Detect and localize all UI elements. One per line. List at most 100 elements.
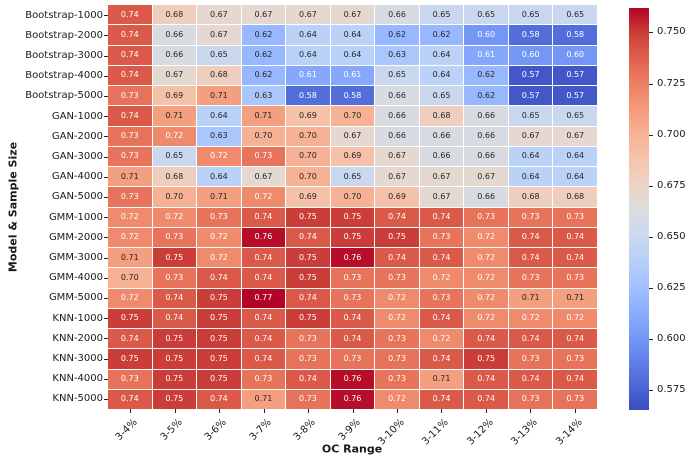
heatmap-cell: 0.65 bbox=[508, 5, 553, 25]
colorbar bbox=[629, 8, 649, 410]
heatmap-cell: 0.73 bbox=[108, 86, 152, 106]
heatmap-cell: 0.72 bbox=[108, 227, 152, 247]
heatmap-cell: 0.74 bbox=[419, 308, 464, 328]
heatmap-cell: 0.71 bbox=[108, 167, 152, 187]
heatmap-cell: 0.64 bbox=[553, 167, 597, 187]
row-label: GMM-5000 bbox=[48, 292, 103, 304]
heatmap-cell: 0.73 bbox=[508, 207, 553, 227]
heatmap-cell: 0.73 bbox=[286, 389, 330, 409]
heatmap-cell: 0.65 bbox=[197, 45, 241, 65]
heatmap-cell: 0.73 bbox=[330, 268, 375, 288]
heatmap-cell: 0.73 bbox=[464, 207, 508, 227]
heatmap-cell: 0.73 bbox=[375, 268, 419, 288]
heatmap-cell: 0.74 bbox=[508, 329, 553, 349]
heatmap-cell: 0.63 bbox=[375, 45, 419, 65]
heatmap-cell: 0.66 bbox=[152, 45, 197, 65]
heatmap-cell: 0.73 bbox=[553, 389, 597, 409]
heatmap-cell: 0.73 bbox=[152, 268, 197, 288]
heatmap-cell: 0.70 bbox=[286, 126, 330, 146]
heatmap-cell: 0.74 bbox=[241, 248, 286, 268]
row-label: KNN-4000 bbox=[52, 373, 103, 385]
row-label: GAN-3000 bbox=[51, 151, 103, 163]
y-tick-mark bbox=[104, 257, 108, 259]
heatmap-cell: 0.75 bbox=[330, 207, 375, 227]
heatmap-cell: 0.75 bbox=[152, 389, 197, 409]
heatmap-cell: 0.74 bbox=[197, 389, 241, 409]
heatmap-cell: 0.74 bbox=[508, 227, 553, 247]
heatmap-cell: 0.72 bbox=[108, 207, 152, 227]
heatmap-cell: 0.74 bbox=[108, 25, 152, 45]
heatmap-cell: 0.62 bbox=[241, 45, 286, 65]
colorbar-tick-mark bbox=[649, 287, 653, 289]
heatmap-cell: 0.75 bbox=[197, 288, 241, 308]
heatmap-cell: 0.69 bbox=[286, 187, 330, 207]
heatmap-cell: 0.70 bbox=[241, 126, 286, 146]
colorbar-tick-mark bbox=[649, 236, 653, 238]
y-tick-mark bbox=[104, 358, 108, 360]
y-tick-mark bbox=[104, 156, 108, 158]
heatmap-cell: 0.69 bbox=[286, 106, 330, 126]
y-tick-mark bbox=[104, 398, 108, 400]
heatmap-cell: 0.65 bbox=[419, 5, 464, 25]
heatmap-cell: 0.74 bbox=[108, 65, 152, 85]
heatmap-cell: 0.69 bbox=[330, 146, 375, 166]
heatmap-cell: 0.74 bbox=[241, 268, 286, 288]
heatmap-cell: 0.57 bbox=[508, 86, 553, 106]
heatmap-cell: 0.74 bbox=[464, 369, 508, 389]
heatmap-cell: 0.71 bbox=[419, 369, 464, 389]
heatmap-cell: 0.64 bbox=[419, 65, 464, 85]
heatmap-cell: 0.73 bbox=[286, 329, 330, 349]
heatmap-cell: 0.67 bbox=[508, 126, 553, 146]
heatmap-cell: 0.76 bbox=[241, 227, 286, 247]
heatmap-cell: 0.74 bbox=[108, 389, 152, 409]
heatmap-cell: 0.64 bbox=[286, 25, 330, 45]
x-tick-label: 3-4% bbox=[113, 417, 140, 444]
colorbar-tick-mark bbox=[649, 134, 653, 136]
heatmap-cell: 0.66 bbox=[419, 146, 464, 166]
heatmap-cell: 0.68 bbox=[152, 167, 197, 187]
heatmap-cell: 0.74 bbox=[152, 288, 197, 308]
y-tick-mark bbox=[104, 15, 108, 17]
row-label: KNN-2000 bbox=[52, 332, 103, 344]
heatmap-cell: 0.67 bbox=[197, 5, 241, 25]
heatmap-cell: 0.74 bbox=[375, 207, 419, 227]
heatmap-cell: 0.73 bbox=[286, 349, 330, 369]
heatmap-cell: 0.57 bbox=[508, 65, 553, 85]
heatmap-cell: 0.72 bbox=[464, 308, 508, 328]
heatmap-cell: 0.65 bbox=[375, 65, 419, 85]
heatmap-cell: 0.67 bbox=[241, 167, 286, 187]
heatmap-cell: 0.64 bbox=[197, 167, 241, 187]
row-label: Bootstrap-5000 bbox=[25, 90, 103, 102]
x-tick-mark bbox=[263, 409, 265, 413]
row-label: GMM-3000 bbox=[48, 252, 103, 264]
heatmap-cell: 0.76 bbox=[330, 369, 375, 389]
heatmap-cell: 0.71 bbox=[197, 187, 241, 207]
heatmap-cell: 0.74 bbox=[241, 308, 286, 328]
heatmap-cell: 0.64 bbox=[286, 45, 330, 65]
heatmap-cell: 0.74 bbox=[464, 329, 508, 349]
heatmap-cell: 0.70 bbox=[286, 146, 330, 166]
heatmap-cell: 0.74 bbox=[419, 248, 464, 268]
heatmap-cell: 0.66 bbox=[152, 25, 197, 45]
heatmap-cell: 0.67 bbox=[330, 5, 375, 25]
heatmap-cell: 0.75 bbox=[108, 308, 152, 328]
heatmap-cell: 0.72 bbox=[508, 308, 553, 328]
heatmap-cell: 0.68 bbox=[553, 187, 597, 207]
heatmap-cell: 0.67 bbox=[419, 167, 464, 187]
heatmap-cell: 0.72 bbox=[375, 288, 419, 308]
heatmap-cell: 0.72 bbox=[464, 227, 508, 247]
row-label: GMM-4000 bbox=[48, 272, 103, 284]
heatmap-cell: 0.73 bbox=[553, 268, 597, 288]
heatmap-cell: 0.74 bbox=[464, 389, 508, 409]
x-axis-title: OC Range bbox=[321, 442, 383, 456]
heatmap-cell: 0.75 bbox=[197, 369, 241, 389]
y-tick-mark bbox=[104, 136, 108, 138]
heatmap-cell: 0.73 bbox=[419, 288, 464, 308]
heatmap-cell: 0.75 bbox=[108, 349, 152, 369]
heatmap-cell: 0.66 bbox=[464, 146, 508, 166]
heatmap-cell: 0.74 bbox=[197, 268, 241, 288]
heatmap-cell: 0.74 bbox=[553, 329, 597, 349]
row-label: Bootstrap-3000 bbox=[25, 50, 103, 61]
heatmap-cell: 0.57 bbox=[553, 86, 597, 106]
heatmap-cell: 0.75 bbox=[286, 308, 330, 328]
